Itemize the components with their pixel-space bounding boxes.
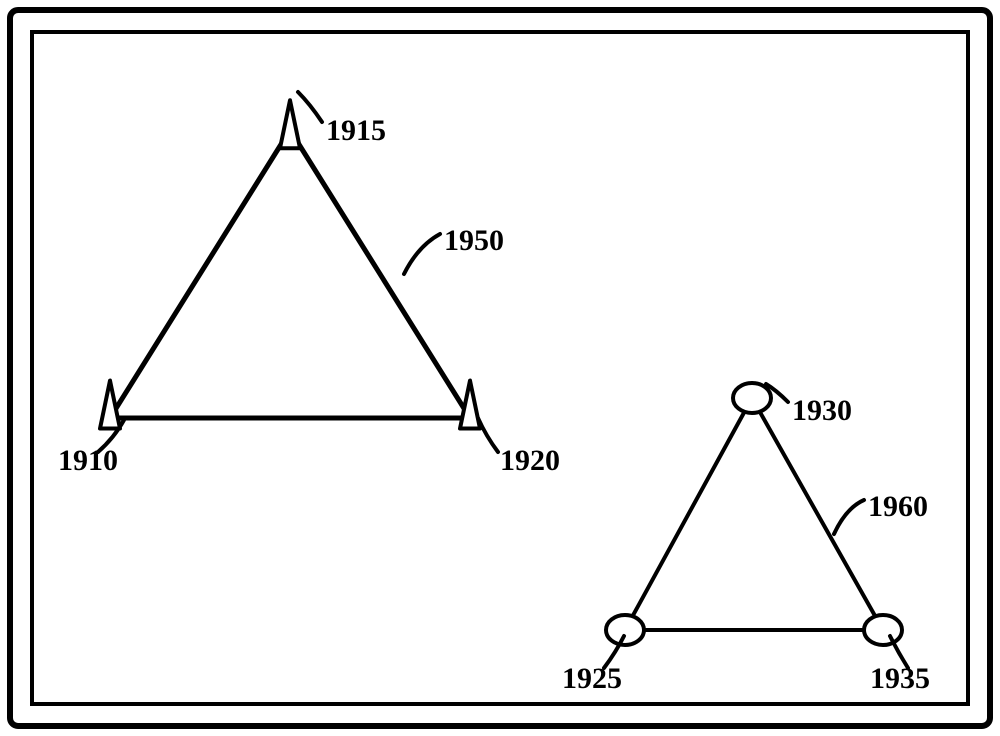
label-l1935: 1935 [870, 662, 930, 695]
ellipse-left-icon [606, 615, 644, 645]
label-l1925: 1925 [562, 662, 622, 695]
inner-frame [32, 32, 968, 704]
ellipse-right-icon [864, 615, 902, 645]
label-l1930: 1930 [792, 394, 852, 427]
ellipse-top-icon [733, 383, 771, 413]
label-l1960: 1960 [868, 490, 928, 523]
label-l1910: 1910 [58, 444, 118, 477]
diagram-canvas: 1910 1915 1920 1925 1930 1935 1950 1960 [0, 0, 1000, 736]
label-l1950: 1950 [444, 224, 504, 257]
label-l1915: 1915 [326, 114, 386, 147]
label-l1920: 1920 [500, 444, 560, 477]
